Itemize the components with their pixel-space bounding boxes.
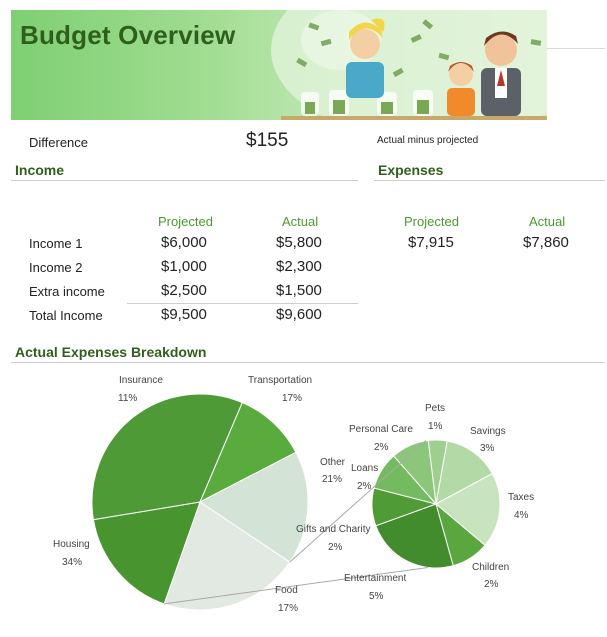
pie-percent-gifts-and-charity: 2% [328,542,343,553]
pie-label-gifts-and-charity: Gifts and Charity [296,524,371,535]
income-row-projected: $2,500 [161,282,207,299]
pie-slice-housing [91,393,243,521]
income-row-projected: $6,000 [161,234,207,251]
income-row-projected: $1,000 [161,258,207,275]
pie-label-taxes: Taxes [508,492,535,503]
pie-percent-pets: 1% [428,421,443,432]
income-row-label: Total Income [29,308,103,323]
pie-slice-entertainment [375,503,454,569]
difference-value: $155 [246,130,289,151]
connector-line [289,440,427,563]
pie-label-insurance: Insurance [119,375,163,386]
income-row-actual: $5,800 [276,234,322,251]
pie-label-children: Children [472,562,510,573]
expenses-projected-value: $7,915 [408,234,454,251]
difference-note: Actual minus projected [377,135,479,146]
pie-percent-transportation: 17% [282,393,303,404]
income-projected-header: Projected [158,214,213,229]
income-row-actual: $2,300 [276,258,322,275]
page-title: Budget Overview [20,20,236,50]
pie-percent-other: 21% [322,474,343,485]
pie-label-pets: Pets [425,403,446,414]
income-divider [11,180,358,181]
expenses-actual-header: Actual [529,214,566,229]
income-row-projected: $9,500 [161,306,207,323]
pie-slice-other [163,501,291,611]
pie-slice-insurance [198,401,297,504]
pie-percent-food: 17% [278,603,299,614]
pie-slice-taxes [435,472,501,546]
income-row-label: Income 1 [29,236,83,251]
income-row-actual: $9,600 [276,306,322,323]
income-row-label: Income 2 [29,260,83,275]
expenses-actual-value: $7,860 [523,234,569,251]
pie-label-housing: Housing [53,539,90,550]
pie-slice-savings [435,440,493,505]
banner-divider [547,48,605,49]
pie-label-entertainment: Entertainment [344,573,407,584]
income-actual-header: Actual [282,214,319,229]
expenses-projected-header: Projected [404,214,459,229]
pie-label-loans: Loans [351,463,379,474]
pie-percent-taxes: 4% [514,510,529,521]
pie-percent-loans: 2% [357,481,372,492]
pie-percent-savings: 3% [480,443,495,454]
pie-slice-food [92,501,201,605]
pie-label-food: Food [275,585,298,596]
expenses-divider [374,180,605,181]
pie-percent-entertainment: 5% [369,591,384,602]
pie-label-other: Other [320,457,346,468]
banner: Budget Overview [11,10,547,120]
breakdown-divider [11,362,605,363]
total-divider [127,303,358,304]
income-section-title: Income [15,162,65,178]
income-row-label: Extra income [29,284,105,299]
pie-label-transportation: Transportation [248,375,313,386]
difference-label: Difference [29,135,89,150]
pie-percent-children: 2% [484,579,499,590]
banner-illustration [271,10,547,120]
pie-label-savings: Savings [470,426,506,437]
pie-percent-insurance: 11% [118,393,138,404]
pie-percent-housing: 34% [62,557,83,568]
pie-slice-transportation [199,451,309,563]
connector-line [164,567,429,605]
pie-slice-personal-care [393,439,437,506]
pie-label-personal-care: Personal Care [349,424,413,435]
income-row-actual: $1,500 [276,282,322,299]
pie-percent-personal-care: 2% [374,442,389,453]
expenses-section-title: Expenses [378,162,444,178]
breakdown-section-title: Actual Expenses Breakdown [15,344,207,360]
